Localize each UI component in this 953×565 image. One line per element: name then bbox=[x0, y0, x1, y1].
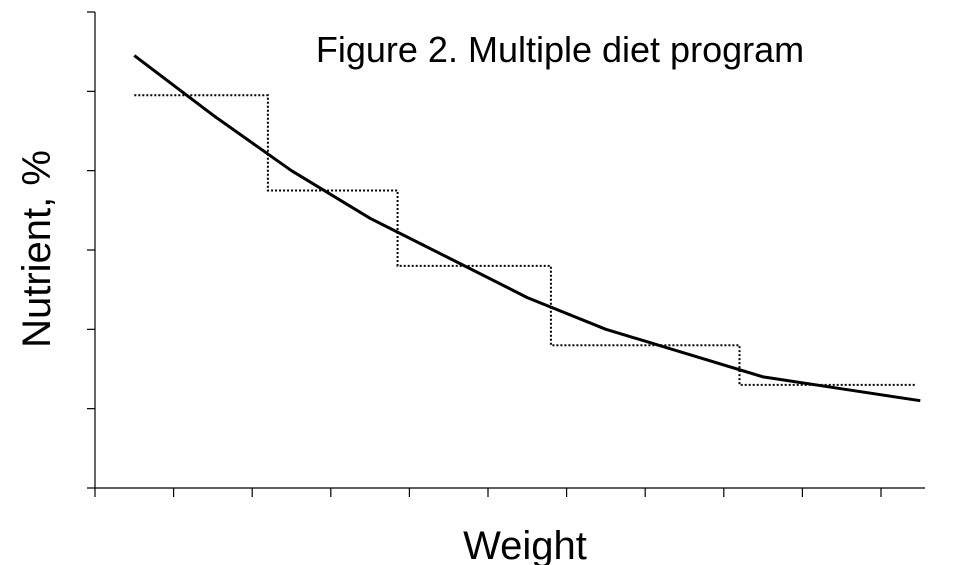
y-axis-label: Nutrient, % bbox=[15, 150, 59, 348]
x-axis-label: Weight bbox=[463, 524, 587, 565]
chart-title: Figure 2. Multiple diet program bbox=[316, 29, 804, 70]
diet-program-step-line bbox=[134, 95, 916, 385]
series-layer bbox=[134, 56, 920, 401]
requirement-curve-line bbox=[134, 56, 920, 401]
axes bbox=[87, 12, 925, 497]
